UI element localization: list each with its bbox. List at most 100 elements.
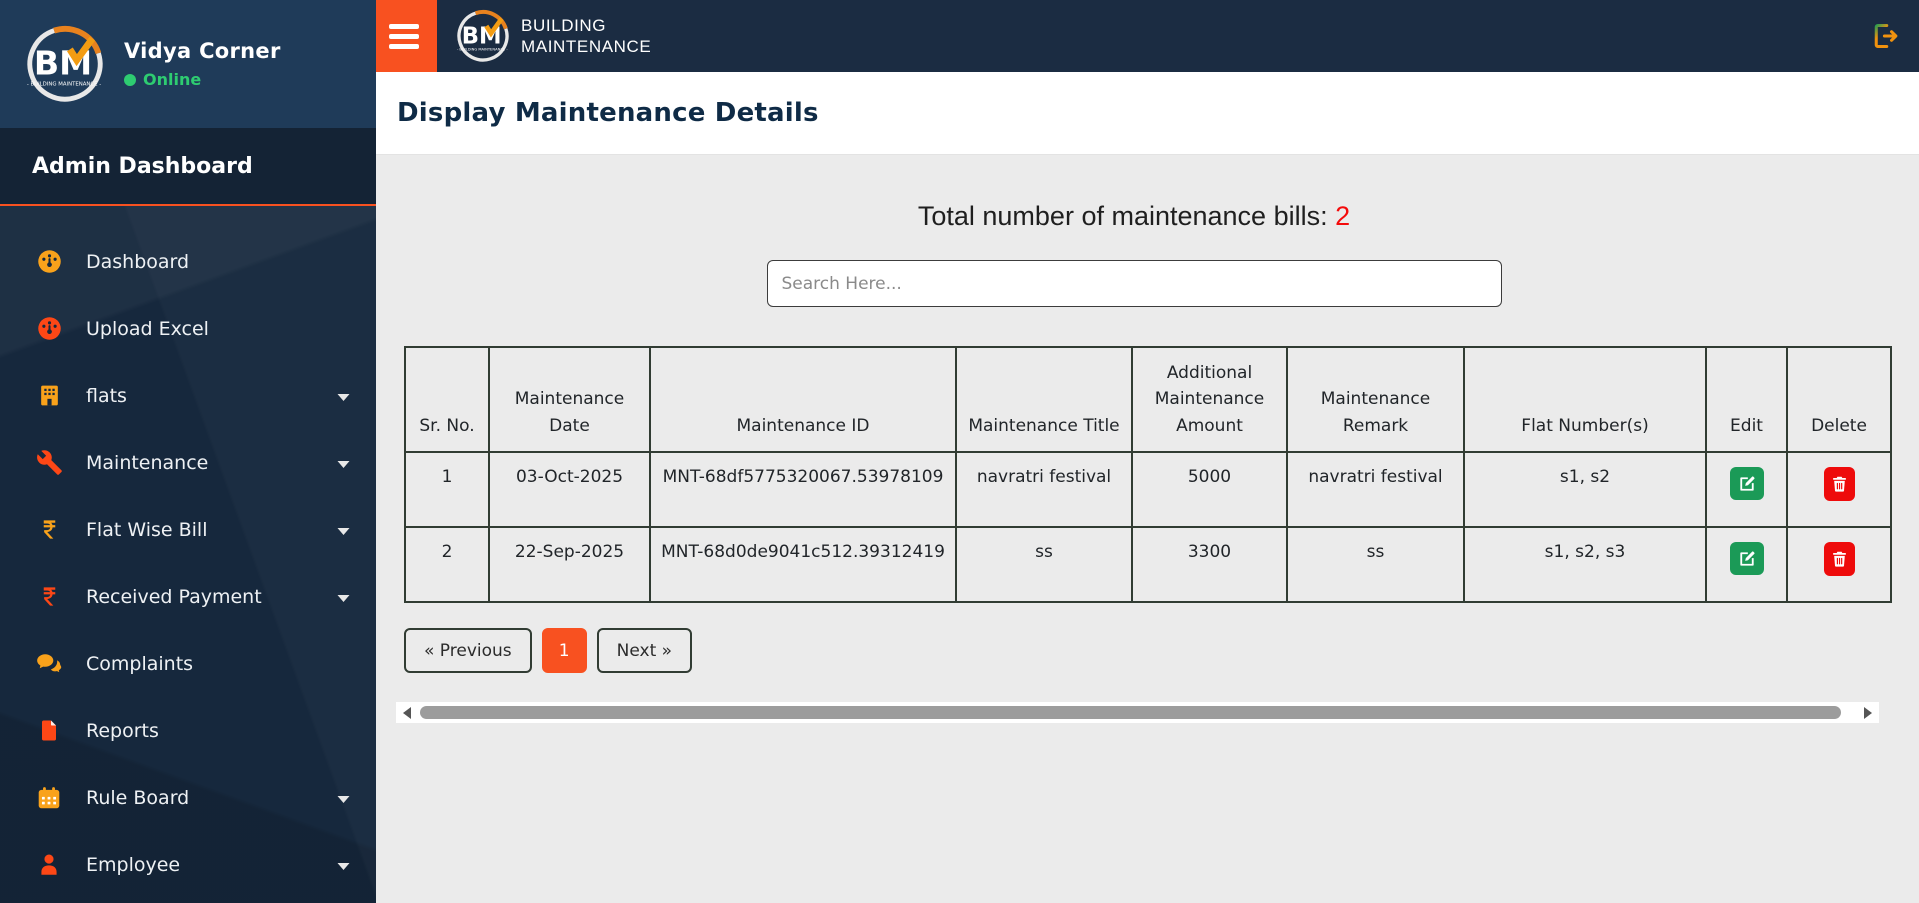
sidebar-item-label: flats: [86, 384, 127, 407]
sidebar: BM - BUILDING MAINTENANCE - Vidya Corner…: [0, 0, 376, 903]
scroll-right-arrow-icon[interactable]: [1864, 707, 1872, 719]
column-header: Maintenance Remark: [1286, 346, 1465, 453]
delete-button[interactable]: [1823, 467, 1855, 501]
app-title: BUILDING MAINTENANCE: [521, 15, 652, 56]
sidebar-item-label: Upload Excel: [86, 317, 209, 340]
hamburger-icon: [389, 23, 419, 29]
edit-pencil-icon: [1739, 475, 1755, 491]
edit-pencil-icon: [1739, 550, 1755, 566]
chevron-down-icon: [337, 587, 350, 606]
online-status-dot: [124, 73, 136, 86]
hamburger-icon: [389, 33, 419, 39]
table-cell: 5000: [1131, 451, 1288, 528]
sidebar-toggle-button[interactable]: [376, 0, 437, 72]
sidebar-item-label: Reports: [86, 719, 159, 742]
table-cell: 3300: [1131, 526, 1288, 603]
chevron-down-icon: [337, 788, 350, 807]
delete-button[interactable]: [1823, 542, 1855, 576]
chat-icon: [34, 651, 64, 677]
sidebar-item-received-payment[interactable]: Received Payment: [0, 563, 376, 630]
rupee-icon: [34, 583, 64, 610]
table-cell: ss: [955, 526, 1133, 603]
delete-cell: [1786, 451, 1892, 528]
file-icon: [34, 717, 64, 744]
page-1-button[interactable]: 1: [541, 628, 587, 673]
table-row: 1 03-Oct-2025 MNT-68df5775320067.53978109 n…: [404, 451, 1892, 528]
sidebar-item-label: Rule Board: [86, 786, 190, 809]
edit-button[interactable]: [1729, 467, 1764, 500]
sidebar-item-complaints[interactable]: Complaints: [0, 630, 376, 697]
column-header: Maintenance Title: [955, 346, 1133, 453]
next-page-button[interactable]: Next »: [596, 628, 693, 673]
logout-button[interactable]: [1871, 22, 1899, 50]
column-header: Flat Number(s): [1463, 346, 1707, 453]
table-header-row: Sr. No. Maintenance Date Maintenance ID Mai…: [404, 346, 1892, 453]
sidebar-item-upload-excel[interactable]: Upload Excel: [0, 295, 376, 362]
page-title: Display Maintenance Details: [397, 98, 819, 128]
sidebar-item-label: Complaints: [86, 652, 194, 675]
online-status-label: Online: [143, 70, 202, 89]
wrench-icon: [34, 449, 64, 476]
table-cell: 2: [404, 526, 490, 603]
calendar-icon: [34, 785, 64, 811]
gauge-icon: [34, 315, 64, 342]
rupee-icon: [34, 516, 64, 543]
sidebar-item-flat-wise-bill[interactable]: Flat Wise Bill: [0, 496, 376, 563]
column-header: Delete: [1786, 346, 1892, 453]
sign-out-icon: [1874, 23, 1898, 49]
svg-text:- BUILDING MAINTENANCE -: - BUILDING MAINTENANCE -: [27, 81, 101, 87]
main-content: Display Maintenance Details Total number…: [376, 72, 1919, 903]
bm-logo-icon: BM - BUILDING MAINTENANCE -: [24, 23, 106, 105]
person-icon: [34, 851, 64, 878]
sidebar-item-label: Maintenance: [86, 451, 209, 474]
trash-icon: [1832, 476, 1846, 492]
table-cell: 1: [404, 451, 490, 528]
sidebar-item-label: Flat Wise Bill: [86, 518, 208, 541]
chevron-down-icon: [337, 453, 350, 472]
maintenance-bills-table: Sr. No. Maintenance Date Maintenance ID Mai…: [404, 346, 1892, 603]
svg-text:- BUILDING MAINTENANCE -: - BUILDING MAINTENANCE -: [457, 48, 508, 52]
sidebar-item-label: Employee: [86, 853, 181, 876]
table-cell: navratri festival: [1286, 451, 1465, 528]
delete-cell: [1786, 526, 1892, 603]
topbar: BM - BUILDING MAINTENANCE - BUILDING MAI…: [376, 0, 1919, 72]
table-cell: 22-Sep-2025: [488, 526, 651, 603]
app-logo: BM - BUILDING MAINTENANCE - BUILDING MAI…: [455, 8, 651, 64]
brand: BM - BUILDING MAINTENANCE - Vidya Corner…: [0, 0, 376, 128]
table-cell: s1, s2: [1463, 451, 1707, 528]
edit-cell: [1705, 526, 1788, 603]
previous-page-button[interactable]: « Previous: [404, 628, 532, 673]
sidebar-item-flats[interactable]: flats: [0, 362, 376, 429]
scroll-left-arrow-icon[interactable]: [403, 707, 411, 719]
chevron-down-icon: [337, 855, 350, 874]
building-icon: [34, 382, 64, 409]
column-header: Additional Maintenance Amount: [1131, 346, 1288, 453]
trash-icon: [1832, 551, 1846, 567]
hamburger-icon: [389, 43, 419, 49]
column-header: Sr. No.: [404, 346, 490, 453]
pagination: « Previous 1 Next »: [404, 628, 1919, 673]
column-header: Maintenance Date: [488, 346, 651, 453]
sidebar-item-label: Received Payment: [86, 585, 262, 608]
sidebar-menu: Dashboard Upload Excel flats Maintenance Fla…: [0, 206, 376, 898]
sidebar-item-reports[interactable]: Reports: [0, 697, 376, 764]
edit-button[interactable]: [1729, 542, 1764, 575]
edit-cell: [1705, 451, 1788, 528]
gauge-icon: [34, 248, 64, 275]
column-header: Maintenance ID: [649, 346, 957, 453]
horizontal-scrollbar[interactable]: [396, 702, 1879, 723]
table-cell: 03-Oct-2025: [488, 451, 651, 528]
total-bills-line: Total number of maintenance bills: 2: [917, 201, 1351, 231]
sidebar-item-rule-board[interactable]: Rule Board: [0, 764, 376, 831]
table-cell: ss: [1286, 526, 1465, 603]
bm-logo-icon: BM - BUILDING MAINTENANCE -: [455, 8, 511, 64]
total-bills-count: 2: [1335, 201, 1351, 231]
sidebar-item-dashboard[interactable]: Dashboard: [0, 228, 376, 295]
chevron-down-icon: [337, 520, 350, 539]
search-input[interactable]: [766, 260, 1502, 307]
scrollbar-thumb[interactable]: [420, 706, 1841, 719]
page-header: Display Maintenance Details: [376, 72, 1919, 155]
sidebar-item-employee[interactable]: Employee: [0, 831, 376, 898]
chevron-down-icon: [337, 386, 350, 405]
sidebar-item-maintenance[interactable]: Maintenance: [0, 429, 376, 496]
